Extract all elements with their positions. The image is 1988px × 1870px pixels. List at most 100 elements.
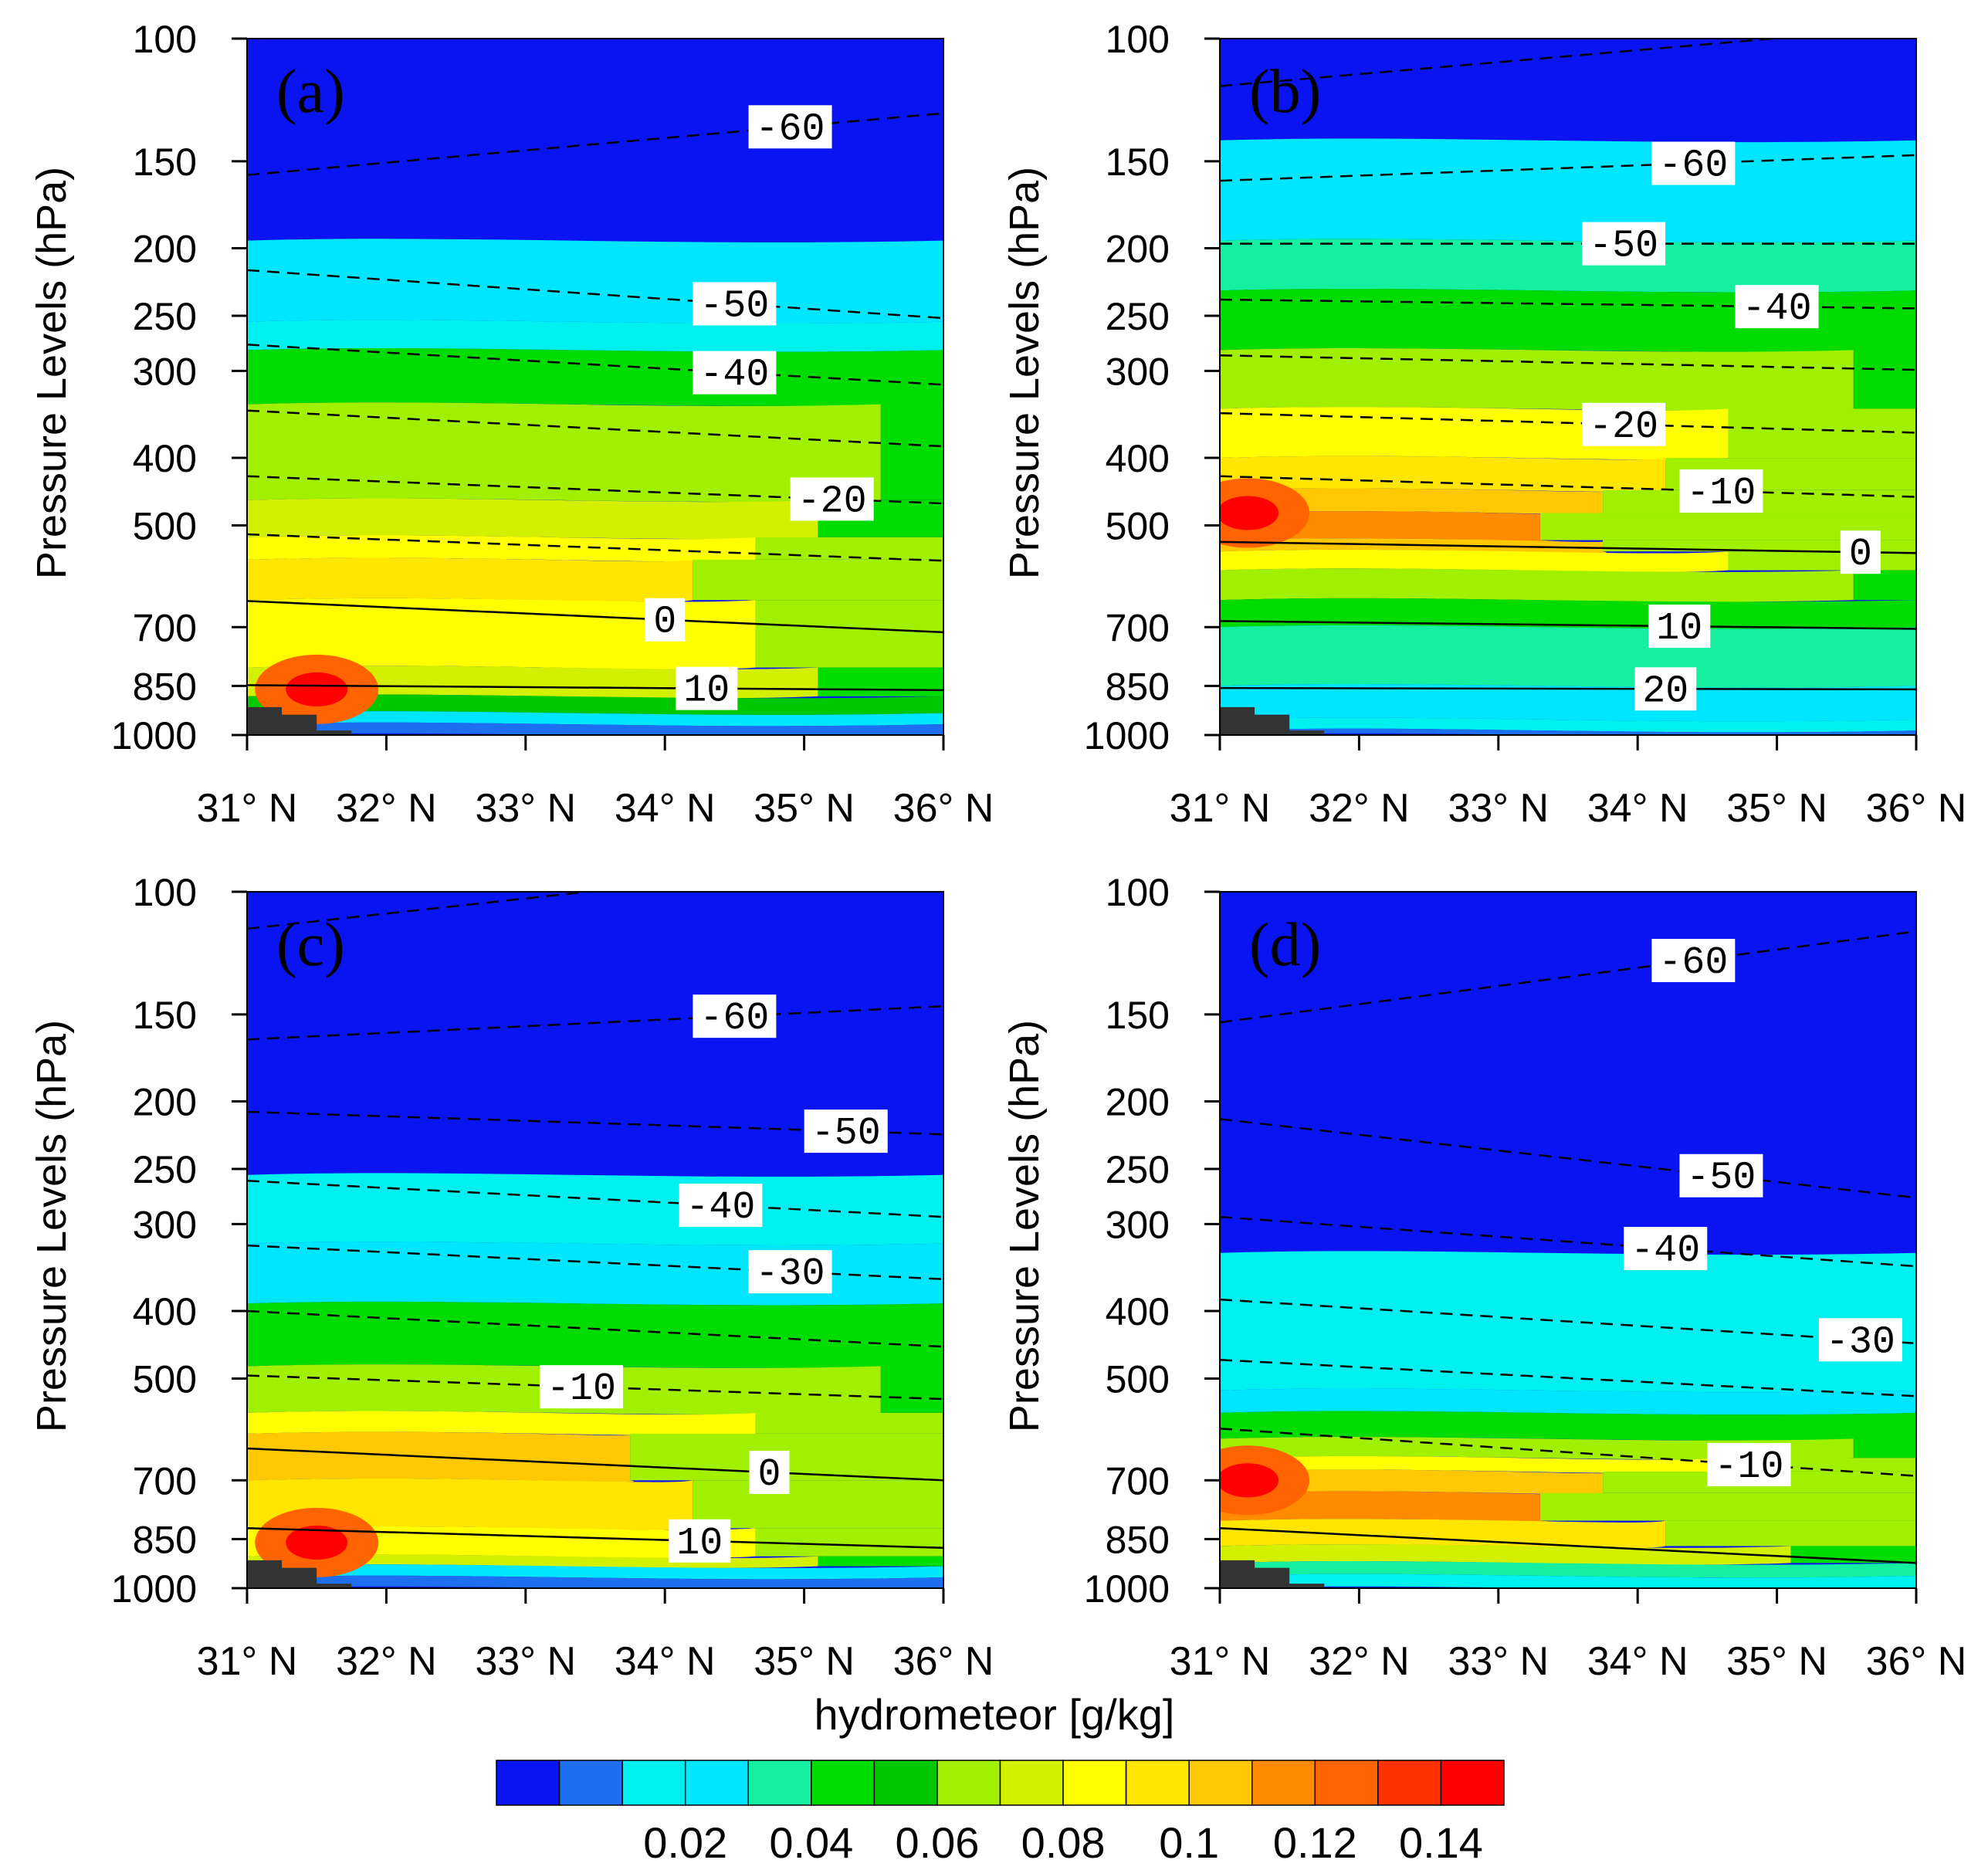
x-tick-label: 32° N: [1309, 1639, 1410, 1684]
y-tick-label: 250: [133, 1148, 197, 1191]
y-tick-label: 400: [1106, 1290, 1170, 1333]
field-band: [1220, 890, 1916, 1255]
colorbar-box: [560, 1760, 623, 1805]
isotherm-label: -20: [1589, 405, 1658, 449]
colorbar-title: hydrometeor [g/kg]: [815, 1690, 1175, 1739]
colorbar-tick-label: 0.02: [643, 1818, 727, 1867]
x-tick-label: 32° N: [1309, 786, 1410, 831]
hydrometeor-field: -60-50-40-20-1001020: [1186, 26, 1916, 737]
y-tick-label: 1000: [111, 714, 197, 757]
field-band-north: [1854, 350, 1916, 408]
field-band: [247, 1411, 755, 1436]
y-tick-label: 500: [1106, 504, 1170, 547]
colorbar-tick-label: 0.12: [1273, 1818, 1357, 1867]
x-tick-label: 36° N: [893, 1639, 994, 1684]
isotherm-label: 10: [683, 669, 730, 713]
isotherm-label: 0: [653, 601, 676, 645]
y-tick-label: 250: [1106, 295, 1170, 338]
y-tick-label: 1000: [1084, 714, 1170, 757]
field-band: [247, 1302, 943, 1368]
isotherm-label: -10: [1715, 1445, 1784, 1489]
field-band-north: [1665, 1521, 1916, 1546]
field-band: [1220, 37, 1916, 142]
colorbar-box: [686, 1760, 749, 1805]
y-tick-label: 150: [1106, 141, 1170, 184]
y-tick-label: 200: [1106, 228, 1170, 271]
field-band-north: [755, 600, 943, 667]
isotherm-label: -60: [1658, 941, 1728, 985]
colorbar-tick-label: 0.08: [1021, 1818, 1106, 1867]
y-tick-label: 100: [133, 18, 197, 61]
field-band: [1220, 568, 1854, 601]
isotherm-label: -60: [699, 997, 769, 1041]
field-band: [247, 536, 755, 562]
x-tick-label: 31° N: [1170, 786, 1271, 831]
isotherm-label: -20: [798, 479, 867, 523]
panel-letter: (b): [1249, 58, 1321, 126]
max-core: [1217, 496, 1278, 530]
y-tick-label: 850: [1106, 665, 1170, 708]
y-tick-label: 400: [133, 437, 197, 480]
y-tick-label: 100: [1106, 871, 1170, 914]
y-tick-label: 200: [133, 1081, 197, 1124]
y-tick-label: 700: [1106, 1459, 1170, 1502]
field-band-north: [755, 1413, 943, 1434]
field-band-north: [1728, 408, 1916, 458]
colorbar-box: [811, 1760, 875, 1805]
x-tick-label: 34° N: [615, 1639, 716, 1684]
isotherm-label: -40: [1742, 287, 1812, 331]
x-tick-label: 36° N: [1866, 1639, 1967, 1684]
colorbar-box: [622, 1760, 686, 1805]
field-band: [247, 320, 943, 351]
figure-canvas: -60-50-40-20010(a)1001502002503004005007…: [0, 0, 1988, 1870]
field-band: [1220, 138, 1916, 242]
colorbar-box: [1378, 1760, 1441, 1805]
field-band: [247, 1173, 943, 1245]
field-band-north: [693, 560, 943, 600]
y-tick-label: 100: [1106, 18, 1170, 61]
x-tick-label: 31° N: [197, 1639, 298, 1684]
y-axis-label: Pressure Levels (hPa): [1001, 1020, 1048, 1432]
field-band-north: [1728, 551, 1916, 570]
field-band: [247, 37, 943, 242]
y-tick-label: 100: [133, 871, 197, 914]
panel-letter: (d): [1249, 911, 1321, 979]
y-axis-label: Pressure Levels (hPa): [1001, 167, 1048, 579]
isotherm-label: -50: [1686, 1157, 1756, 1201]
field-band: [247, 498, 818, 539]
isotherm-label: -50: [1589, 225, 1658, 269]
max-core: [1217, 1463, 1278, 1497]
x-tick-label: 35° N: [754, 786, 855, 831]
y-tick-label: 250: [133, 295, 197, 338]
y-tick-label: 500: [1106, 1357, 1170, 1401]
colorbar-box: [496, 1760, 560, 1805]
x-tick-label: 32° N: [336, 786, 437, 831]
isotherm-label: -40: [699, 354, 769, 398]
panel-letter: (c): [276, 911, 345, 979]
colorbar-tick-label: 0.06: [895, 1818, 979, 1867]
field-band: [247, 402, 881, 502]
y-tick-label: 400: [1106, 437, 1170, 480]
isotherm-label: -40: [1631, 1229, 1700, 1273]
x-tick-label: 35° N: [1726, 786, 1827, 831]
colorbar-tick-labels: 0.02 0.04 0.06 0.08 0.1 0.12 0.14: [643, 1818, 1483, 1867]
colorbar-box: [1063, 1760, 1126, 1805]
y-axis-label: Pressure Levels (hPa): [29, 167, 75, 579]
isotherm-label: -60: [756, 107, 825, 151]
y-tick-label: 300: [133, 1203, 197, 1246]
y-tick-label: 850: [133, 1518, 197, 1561]
isotherm-label: -30: [756, 1252, 825, 1296]
colorbar-box: [1252, 1760, 1316, 1805]
colorbar-tick-label: 0.1: [1159, 1818, 1219, 1867]
colorbar-box: [748, 1760, 811, 1805]
y-tick-label: 200: [1106, 1081, 1170, 1124]
x-tick-label: 35° N: [1726, 1639, 1827, 1684]
y-tick-label: 1000: [1084, 1567, 1170, 1611]
isotherm-label: -10: [1686, 472, 1756, 516]
y-tick-label: 300: [1106, 1203, 1170, 1246]
field-band-north: [755, 1528, 943, 1556]
y-tick-label: 150: [133, 994, 197, 1037]
field-band: [1220, 1519, 1665, 1547]
x-tick-label: 33° N: [1448, 1639, 1549, 1684]
hydrometeor-field: -60-50-40-20010: [247, 37, 943, 737]
